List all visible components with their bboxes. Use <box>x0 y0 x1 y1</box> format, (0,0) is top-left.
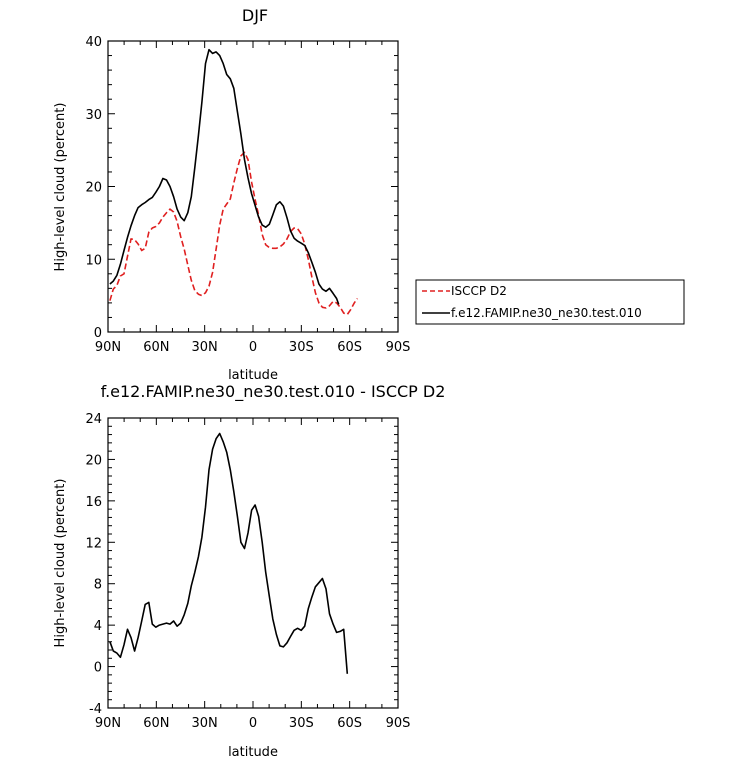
x-tick-label: 60N <box>143 340 169 355</box>
x-tick-label: 90N <box>95 716 121 731</box>
x-tick-label: 90N <box>95 340 121 355</box>
y-tick-label: 0 <box>94 326 102 341</box>
x-tick-label: 0 <box>249 340 257 355</box>
y-tick-label: 12 <box>85 536 102 551</box>
x-tick-label: 30S <box>289 716 314 731</box>
legend-label-model: f.e12.FAMIP.ne30_ne30.test.010 <box>451 306 642 320</box>
y-tick-label: 40 <box>85 35 102 50</box>
x-tick-label: 30N <box>192 716 218 731</box>
chart-djf: DJF 90N 60N 30N 0 30S 60S 90S 0 10 20 30 40 latitud… <box>53 6 685 383</box>
y-tick-label: 8 <box>94 578 102 593</box>
x-axis-label: latitude <box>228 368 278 383</box>
x-tick-label: 60S <box>337 340 362 355</box>
y-tick-label: 20 <box>85 453 102 468</box>
legend-box <box>415 279 685 325</box>
plot-area: 90N 60N 30N 0 30S 60S 90S 0 10 20 30 40 <box>85 35 410 355</box>
x-tick-label: 60S <box>337 716 362 731</box>
x-tick-label: 60N <box>143 716 169 731</box>
series-line-1 <box>109 48 340 305</box>
plot-area: 90N 60N 30N 0 30S 60S 90S -4 0 4 8 12 16 20 24 <box>85 412 410 731</box>
y-tick-label: 10 <box>85 253 102 268</box>
y-tick-label: 16 <box>85 495 102 510</box>
legend-label-isccp-d2: ISCCP D2 <box>451 284 507 298</box>
y-axis-label: High-level cloud (percent) <box>53 103 68 272</box>
x-tick-label: 30S <box>289 340 314 355</box>
y-axis-label: High-level cloud (percent) <box>53 479 68 648</box>
x-tick-label: 30N <box>192 340 218 355</box>
y-tick-label: 20 <box>85 181 102 196</box>
x-axis-label: latitude <box>228 745 278 760</box>
plot-frame <box>107 417 399 709</box>
y-tick-label: 30 <box>85 108 102 123</box>
chart-title: DJF <box>242 6 268 25</box>
x-tick-label: 0 <box>249 716 257 731</box>
y-tick-label: 0 <box>94 661 102 676</box>
series-line-0 <box>109 151 359 316</box>
x-tick-label: 90S <box>386 716 411 731</box>
legend: ISCCP D2 f.e12.FAMIP.ne30_ne30.test.010 <box>415 279 685 325</box>
chart-title: f.e12.FAMIP.ne30_ne30.test.010 - ISCCP D… <box>101 382 446 402</box>
y-tick-label: -4 <box>89 702 102 717</box>
x-tick-label: 90S <box>386 340 411 355</box>
chart-difference: f.e12.FAMIP.ne30_ne30.test.010 - ISCCP D… <box>53 382 445 760</box>
y-tick-label: 24 <box>85 412 102 427</box>
y-tick-label: 4 <box>94 619 102 634</box>
series-line-0 <box>109 432 349 674</box>
